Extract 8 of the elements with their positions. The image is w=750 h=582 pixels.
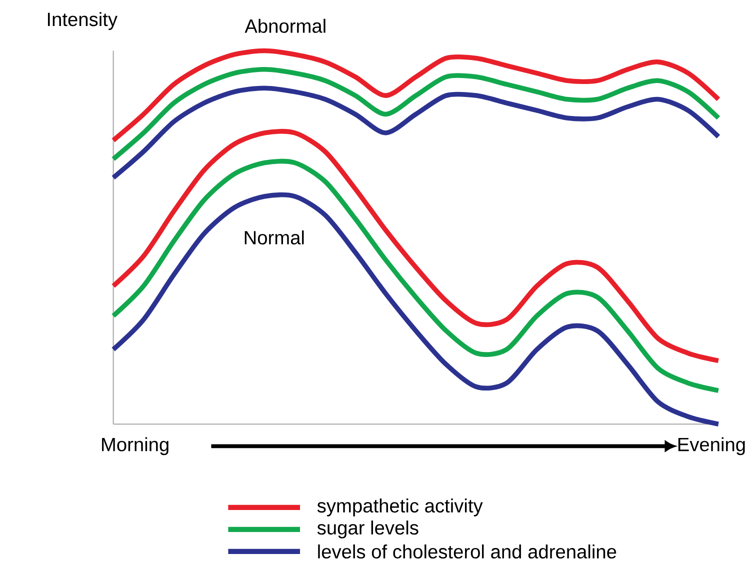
text: Morning (102, 437, 168, 456)
legend-label: sympathetic activity (317, 498, 483, 516)
y-axis-title: Intensity (48, 12, 118, 30)
annotation: Normal (244, 230, 304, 244)
legend-label: levels of cholesterol and adrenaline (318, 544, 616, 558)
legend-label: sugar levels (317, 520, 418, 538)
text: Abnormal (244, 18, 326, 33)
text: Evening (678, 437, 745, 456)
